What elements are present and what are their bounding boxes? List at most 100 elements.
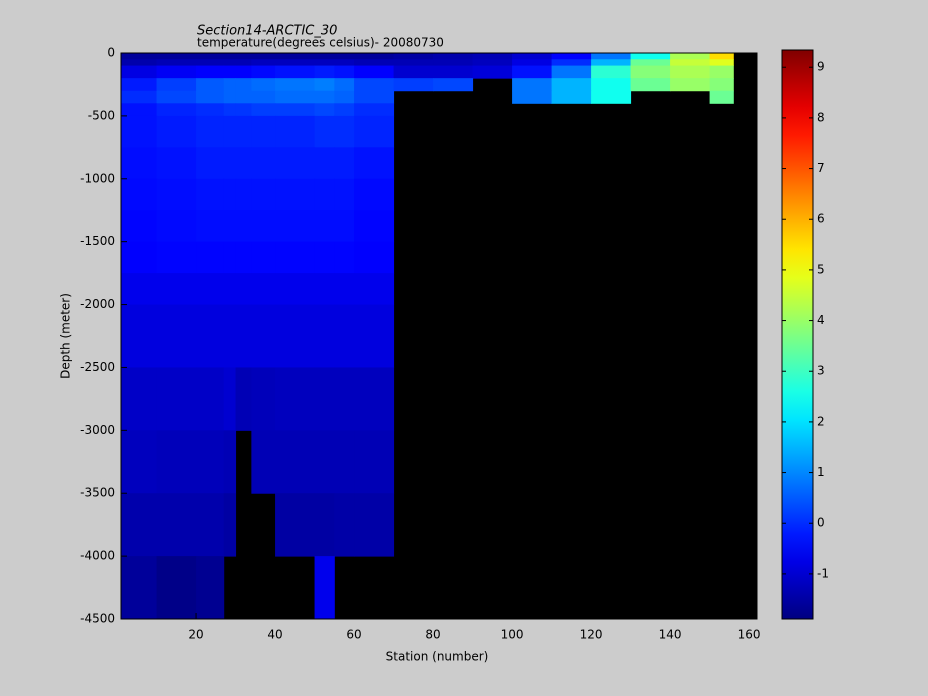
heat-cell — [196, 178, 225, 211]
chart-title: Section14-ARCTIC_30 — [197, 24, 337, 39]
heat-cell — [334, 493, 355, 557]
heat-cell — [551, 65, 592, 79]
heat-cell — [591, 59, 632, 67]
heat-cell — [709, 59, 734, 67]
heat-cell — [251, 147, 276, 180]
heat-cell — [121, 53, 158, 60]
heat-cell — [121, 493, 158, 557]
heat-cell — [591, 65, 632, 79]
heat-cell — [314, 493, 335, 557]
heat-cell — [121, 210, 158, 243]
colorbar-tick-label: 7 — [817, 161, 825, 175]
heat-cell — [223, 65, 237, 79]
heat-cell — [334, 430, 355, 494]
heat-cell — [196, 556, 225, 620]
heat-cell — [121, 59, 158, 67]
heat-cell — [709, 78, 734, 92]
heat-cell — [314, 367, 335, 431]
heat-cell — [251, 210, 276, 243]
heat-cell — [314, 115, 335, 148]
y-tick-label: -4500 — [80, 612, 115, 626]
heat-cell — [275, 273, 316, 306]
heat-cell — [314, 304, 335, 368]
heat-cell — [196, 53, 225, 60]
heat-cell — [235, 273, 252, 306]
heat-cell — [591, 90, 632, 104]
heat-cell — [235, 53, 252, 60]
heat-cell — [334, 273, 355, 306]
heat-cell — [630, 53, 671, 60]
heat-cell — [354, 115, 395, 148]
heat-cell — [334, 115, 355, 148]
heat-cell — [251, 78, 276, 92]
heat-cell — [472, 59, 513, 67]
heat-cell — [670, 65, 711, 79]
y-tick-label: -4000 — [80, 549, 115, 563]
heat-cell — [630, 65, 671, 79]
x-tick-label: 80 — [425, 628, 440, 642]
heat-cell — [156, 273, 197, 306]
y-tick-label: -1000 — [80, 171, 115, 185]
heat-cell — [551, 59, 592, 67]
heat-cell — [314, 53, 335, 60]
heat-cell — [156, 178, 197, 211]
y-tick-label: -3500 — [80, 486, 115, 500]
heat-cell — [121, 430, 158, 494]
heat-cell — [156, 59, 197, 67]
heat-cell — [251, 59, 276, 67]
heat-cell — [156, 53, 197, 60]
heat-cell — [223, 178, 237, 211]
heat-cell — [235, 147, 252, 180]
heat-cell — [354, 59, 395, 67]
heat-cell — [156, 556, 197, 620]
heat-cell — [314, 273, 335, 306]
heat-cell — [156, 430, 197, 494]
x-tick-label: 120 — [580, 628, 603, 642]
heat-cell — [334, 103, 355, 117]
heat-cell — [223, 367, 237, 431]
heat-cell — [275, 103, 316, 117]
heat-cell — [334, 367, 355, 431]
heat-cell — [196, 273, 225, 306]
plot-frame — [120, 52, 758, 620]
x-tick-label: 100 — [501, 628, 524, 642]
heat-cell — [275, 241, 316, 274]
heat-cell — [223, 90, 237, 104]
heat-cell — [433, 59, 474, 67]
heat-cell — [251, 241, 276, 274]
heat-cell — [223, 78, 237, 92]
heat-cell — [334, 78, 355, 92]
heat-cell — [275, 178, 316, 211]
colorbar-tick-label: 3 — [817, 364, 825, 378]
heat-cell — [393, 59, 434, 67]
colorbar-tick-label: 1 — [817, 465, 825, 479]
heat-cell — [670, 53, 711, 60]
heat-cell — [121, 178, 158, 211]
heat-cell — [156, 103, 197, 117]
x-tick-label: 160 — [738, 628, 761, 642]
heat-cell — [121, 556, 158, 620]
heat-cell — [275, 78, 316, 92]
heat-cell — [223, 493, 237, 557]
heat-cell — [156, 90, 197, 104]
heat-cell — [275, 367, 316, 431]
heat-cell — [235, 59, 252, 67]
heat-cell — [196, 493, 225, 557]
heat-cell — [314, 430, 335, 494]
heat-cell — [630, 59, 671, 67]
heat-cell — [314, 65, 335, 79]
heat-cell — [251, 367, 276, 431]
heat-cell — [670, 78, 711, 92]
heat-cell — [196, 367, 225, 431]
heat-cell — [251, 53, 276, 60]
heat-cell — [354, 304, 395, 368]
heat-cell — [235, 115, 252, 148]
heat-cell — [393, 65, 434, 79]
heat-cell — [275, 493, 316, 557]
heat-cell — [275, 53, 316, 60]
heat-cell — [334, 90, 355, 104]
heat-cell — [196, 59, 225, 67]
heat-cell — [121, 304, 158, 368]
colorbar-tick-label: -1 — [817, 566, 829, 580]
heat-cell — [472, 53, 513, 60]
